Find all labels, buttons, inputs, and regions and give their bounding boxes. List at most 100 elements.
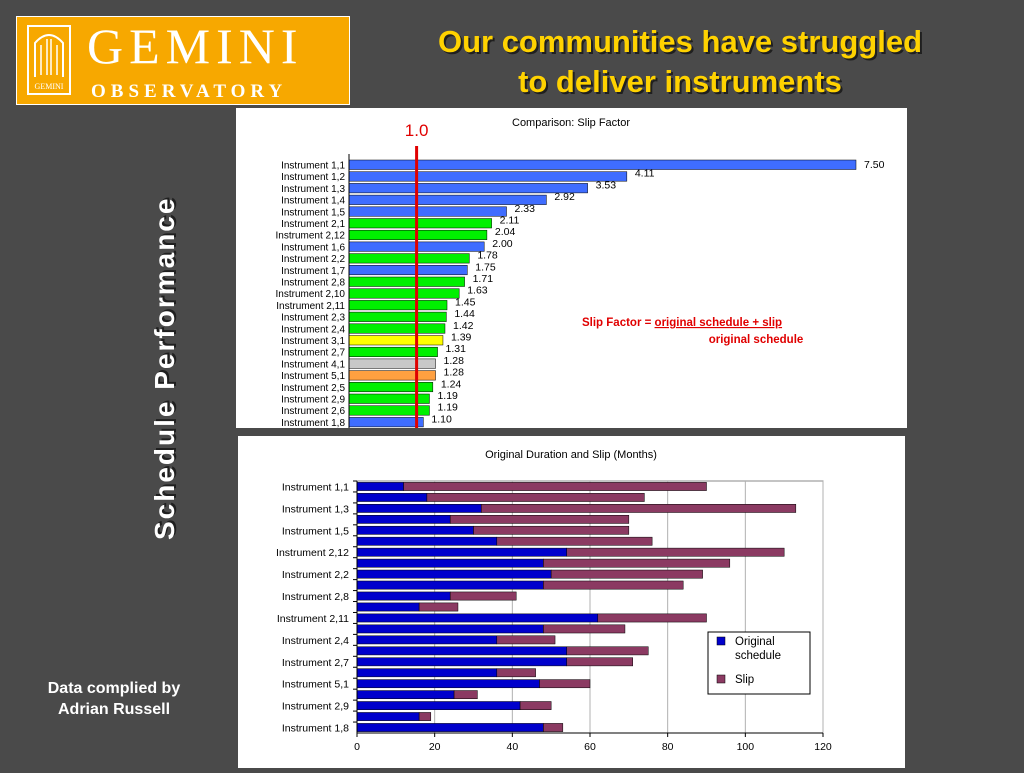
chart1-category-label: Instrument 2,1 <box>281 219 345 230</box>
chart1-category-label: Instrument 1,5 <box>281 207 345 218</box>
chart2-bar-slip <box>566 547 785 557</box>
chart2-bar-original <box>356 701 521 710</box>
chart2-x-tick-label: 20 <box>429 741 441 753</box>
side-title: Schedule Performance <box>149 196 180 540</box>
chart1-category-label: Instrument 2,7 <box>281 348 345 359</box>
chart2-bar-original <box>356 668 498 678</box>
chart1-bar <box>348 323 446 334</box>
chart2-x-tick-label: 80 <box>662 741 674 753</box>
chart2-bar-slip <box>543 580 684 590</box>
chart2-x-tick-label: 60 <box>584 741 596 753</box>
chart2-bar-slip <box>449 514 630 524</box>
gemini-logo: GEMINI GEMINI OBSERVATORY <box>16 16 350 105</box>
chart2-category-label: Instrument 2,2 <box>282 569 349 581</box>
chart2-x-tick-label: 0 <box>354 741 360 753</box>
chart1-bar <box>348 346 438 357</box>
chart1-value-label: 1.19 <box>437 390 458 402</box>
chart2-bar-original <box>356 624 544 634</box>
chart2-bar-slip <box>550 569 703 579</box>
chart2-bar-original <box>356 547 567 557</box>
chart1-category-label: Instrument 2,5 <box>281 383 345 394</box>
chart2-bar-original <box>356 712 420 721</box>
chart1-value-label: 1.44 <box>454 308 475 320</box>
chart1-value-label: 1.45 <box>455 296 476 308</box>
chart2-bar-original <box>356 580 544 590</box>
data-credit: Data complied by Adrian Russell <box>14 678 214 720</box>
duration-slip-chart: Original Duration and Slip (Months) 0 20 40… <box>276 449 832 753</box>
chart2-category-label: Instrument 1,5 <box>282 525 349 537</box>
chart1-value-label: 1.75 <box>475 261 496 273</box>
chart1-value-label: 2.11 <box>500 215 520 227</box>
chart2-legend-label-slip: Slip <box>735 674 754 686</box>
chart2-category-label: Instrument 2,4 <box>282 635 349 647</box>
chart2-bar-original <box>356 493 428 502</box>
slip-factor-formula: Slip Factor = original schedule + slip <box>582 317 782 329</box>
chart2-category-label: Instrument 2,9 <box>282 701 349 713</box>
chart2-bar-original <box>356 536 498 546</box>
chart1-category-label: Instrument 2,6 <box>281 406 345 417</box>
telescope-emblem-icon: GEMINI <box>27 25 71 95</box>
chart2-bar-slip <box>426 493 645 502</box>
chart2-bar-slip <box>543 624 626 634</box>
chart2-bar-slip <box>473 525 630 535</box>
chart1-value-label: 1.31 <box>446 343 467 355</box>
chart2-bar-original <box>356 690 455 700</box>
chart1-value-label: 1.78 <box>477 250 498 262</box>
chart2-bar-slip <box>481 504 797 513</box>
chart1-category-label: Instrument 1,6 <box>281 242 345 253</box>
chart1-bar <box>348 300 448 311</box>
chart2-bar-slip <box>597 613 707 623</box>
slip-factor-formula-denominator: original schedule <box>709 334 804 346</box>
chart1-value-label: 1.19 <box>437 402 458 414</box>
chart2-bar-original <box>356 504 482 513</box>
chart1-category-label: Instrument 3,1 <box>281 336 345 347</box>
chart1-bar <box>348 159 857 170</box>
chart1-category-label: Instrument 1,8 <box>281 418 345 428</box>
chart2-bar-slip <box>418 602 459 612</box>
chart2-bar-original <box>356 482 404 491</box>
chart1-category-label: Instrument 2,8 <box>281 278 345 289</box>
slip-factor-chart-panel: Comparison: Slip Factor Instrument 1,1 7.5… <box>236 108 907 430</box>
chart1-bar <box>348 276 465 287</box>
chart2-legend: Original schedule Slip <box>707 631 811 695</box>
slide-title: Our communities have struggled to delive… <box>350 22 1010 102</box>
logo-sub-text: OBSERVATORY <box>91 81 288 102</box>
chart2-category-label: Instrument 2,7 <box>282 657 349 669</box>
logo-main-text: GEMINI <box>87 18 304 74</box>
chart2-bar-slip <box>543 723 564 732</box>
chart2-bar-slip <box>449 591 517 601</box>
chart2-x-tick-label: 40 <box>506 741 518 753</box>
chart2-bar-slip <box>543 558 731 568</box>
chart1-value-label: 2.04 <box>495 226 516 238</box>
slip-factor-chart: Comparison: Slip Factor Instrument 1,1 7.5… <box>276 117 885 430</box>
chart2-bar-original <box>356 646 567 656</box>
chart2-bar-original <box>356 679 540 689</box>
chart1-category-label: Instrument 1,4 <box>281 196 345 207</box>
chart2-category-label: Instrument 5,1 <box>282 679 349 691</box>
chart1-category-label: Instrument 2,9 <box>281 395 345 406</box>
chart1-bar <box>348 206 507 217</box>
chart2-bar-original <box>356 657 567 667</box>
chart1-bar <box>348 311 447 322</box>
chart1-category-label: Instrument 4,1 <box>281 359 345 370</box>
chart2-x-tick-label: 100 <box>737 741 755 753</box>
chart2-legend-swatch-slip <box>716 674 726 684</box>
chart1-category-label: Instrument 2,10 <box>276 289 346 300</box>
slide-title-line2: to deliver instruments <box>518 64 842 99</box>
chart2-bar-slip <box>496 668 536 678</box>
chart2-bar-slip <box>566 657 633 667</box>
chart1-bar <box>348 265 468 276</box>
chart1-bar <box>348 335 444 346</box>
chart2-category-label: Instrument 1,8 <box>282 723 349 735</box>
chart2-bar-original <box>356 525 474 535</box>
chart1-bar <box>348 183 588 194</box>
chart2-bar-slip <box>453 690 478 700</box>
chart2-bar-original <box>356 558 544 568</box>
logo-emblem-text: GEMINI <box>34 82 64 91</box>
chart2-bar-slip <box>496 635 556 645</box>
chart2-bar-slip <box>418 712 432 721</box>
chart1-bar <box>348 253 470 264</box>
chart2-bar-original <box>356 591 451 601</box>
chart1-value-label: 4.11 <box>635 168 655 180</box>
chart2-bar-slip <box>496 536 653 546</box>
